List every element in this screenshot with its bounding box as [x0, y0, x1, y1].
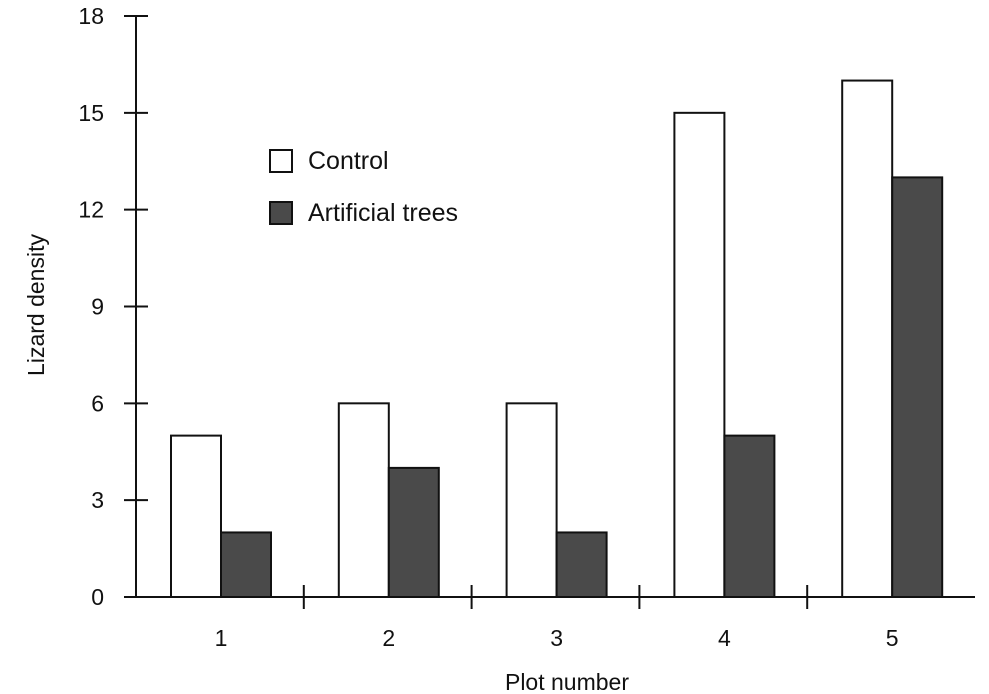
legend: Control Artificial trees — [269, 147, 458, 227]
x-tick-label-3: 3 — [550, 625, 563, 651]
bar-control-plot-1 — [170, 434, 222, 598]
bar-control-plot-3 — [505, 402, 558, 599]
y-tick-label-18: 18 — [78, 3, 104, 29]
x-tick-label-1: 1 — [215, 625, 228, 651]
x-axis-label: Plot number — [505, 669, 629, 694]
bar-artificial-trees-plot-2 — [387, 466, 440, 598]
bar-control-plot-4 — [673, 111, 726, 598]
bar-artificial-trees-plot-5 — [891, 176, 944, 598]
y-tick-label-3: 3 — [91, 487, 104, 513]
y-tick-label-15: 15 — [78, 100, 104, 126]
bar-control-plot-2 — [337, 402, 390, 599]
legend-label-artificial-trees: Artificial trees — [308, 199, 458, 227]
y-axis-label: Lizard density — [23, 234, 49, 376]
legend-swatch-artificial-trees — [269, 201, 293, 225]
bar-artificial-trees-plot-4 — [723, 434, 776, 598]
y-tick-label-0: 0 — [91, 584, 104, 610]
legend-swatch-control — [269, 149, 293, 173]
y-tick-label-6: 6 — [91, 390, 104, 416]
y-tick-label-9: 9 — [91, 294, 104, 320]
x-tick-label-5: 5 — [886, 625, 899, 651]
x-tick-label-4: 4 — [718, 625, 731, 651]
x-tick-label-2: 2 — [382, 625, 395, 651]
legend-label-control: Control — [308, 147, 389, 175]
bar-control-plot-5 — [841, 79, 894, 599]
bar-artificial-trees-plot-1 — [220, 531, 272, 599]
bar-artificial-trees-plot-3 — [555, 531, 608, 599]
y-tick-label-12: 12 — [78, 197, 104, 223]
